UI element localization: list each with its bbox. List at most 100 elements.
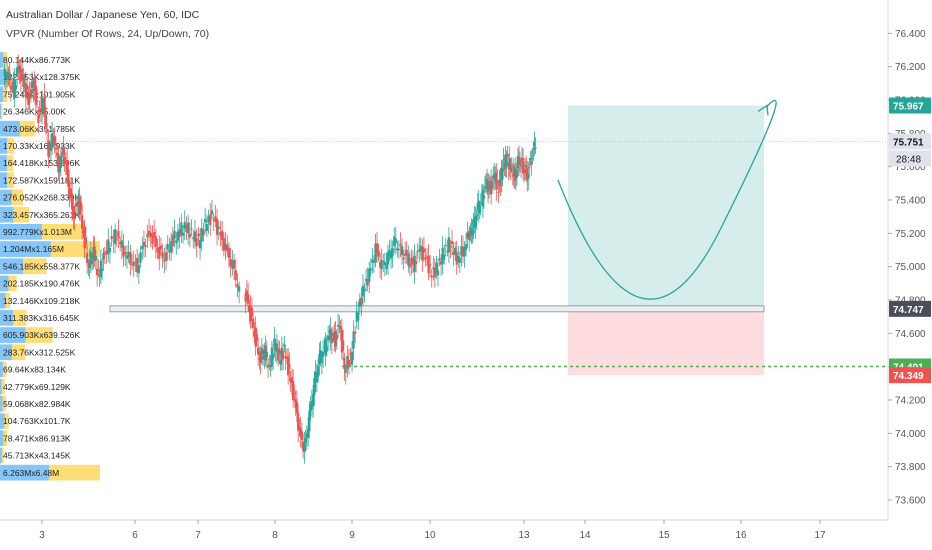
- candle-body: [92, 246, 95, 260]
- candle-body: [83, 227, 86, 248]
- volume-row-up: [0, 464, 50, 481]
- y-tick-label: 73.600: [895, 496, 926, 507]
- candle-body: [275, 343, 278, 353]
- volume-row-label: 605.903Kx639.526K: [3, 330, 80, 340]
- x-tick-label: 3: [39, 530, 45, 541]
- volume-row-label: 69.64Kx83.134K: [3, 365, 66, 375]
- volume-row-label: 546.185Kx558.377K: [3, 261, 80, 271]
- volume-row-up: [0, 224, 42, 240]
- volume-row-label: 992.779Kx1.013M: [3, 227, 72, 237]
- candle-body: [380, 260, 383, 270]
- candle-body: [352, 331, 355, 349]
- candle-body: [119, 242, 122, 245]
- candle-body: [413, 255, 416, 272]
- candle-body: [105, 250, 108, 255]
- candle-body: [419, 245, 422, 252]
- candle-body: [221, 230, 224, 240]
- entry-level-band: [109, 305, 765, 313]
- candle-body: [56, 152, 59, 156]
- candle-body: [323, 346, 326, 348]
- candle-body: [84, 237, 87, 244]
- candle-body: [325, 346, 328, 352]
- candle-body: [329, 328, 332, 340]
- candle-body: [42, 106, 45, 111]
- volume-row-up: [0, 138, 8, 154]
- volume-row-down: [3, 430, 7, 447]
- candle-body: [31, 80, 34, 88]
- profit-zone: [568, 105, 764, 309]
- candle-body: [250, 307, 253, 317]
- candle-body: [382, 260, 385, 262]
- candle-body: [436, 270, 440, 276]
- x-tick-label: 8: [272, 530, 278, 541]
- candle-body: [407, 253, 410, 265]
- candle-body: [147, 230, 151, 236]
- candle-body: [257, 347, 260, 355]
- candle-body: [166, 243, 169, 250]
- candle-body: [524, 169, 527, 174]
- candle-body: [310, 401, 313, 410]
- volume-row-up: [0, 327, 26, 343]
- candle-body: [153, 231, 156, 238]
- y-tick-label: 75.000: [895, 262, 926, 273]
- candle-body: [479, 203, 482, 205]
- candle-body: [463, 246, 466, 257]
- volume-row-up: [0, 310, 14, 326]
- candle-body: [193, 231, 197, 242]
- candle-body: [416, 251, 419, 253]
- volume-row-up: [0, 241, 51, 257]
- candle-body: [178, 229, 181, 237]
- candle-body: [69, 188, 72, 196]
- candle-body: [232, 260, 236, 269]
- candle-body: [502, 159, 505, 161]
- candle-body: [130, 263, 134, 265]
- candle-body: [86, 252, 89, 264]
- volume-row-down: [49, 464, 100, 481]
- candle-body: [369, 268, 372, 271]
- candle-body: [504, 154, 507, 168]
- candle-body: [505, 162, 508, 167]
- indicator-legend[interactable]: VPVR (Number Of Rows, 24, Up/Down, 70): [6, 28, 210, 40]
- candle-body: [363, 288, 366, 292]
- candle-body: [185, 225, 188, 232]
- candle-body: [117, 230, 120, 239]
- stop-price-badge: 74.349: [893, 371, 924, 382]
- candle-body: [258, 358, 261, 360]
- candle-body: [102, 253, 105, 260]
- volume-row-up: [0, 292, 6, 309]
- candle-body: [38, 110, 41, 113]
- volume-row-down: [7, 138, 15, 154]
- candle-body: [277, 351, 280, 361]
- candle-body: [529, 158, 532, 161]
- candle-body: [449, 245, 452, 248]
- candle-body: [328, 330, 331, 332]
- candle-body: [29, 89, 32, 98]
- candle-body: [483, 187, 487, 189]
- candle-body: [519, 165, 523, 167]
- volume-row-up: [0, 86, 4, 103]
- candle-body: [435, 262, 438, 273]
- candle-body: [393, 236, 396, 247]
- candle-body: [344, 369, 347, 373]
- candle-body: [371, 259, 374, 263]
- candle-body: [259, 351, 262, 363]
- volume-row-down: [41, 224, 85, 240]
- x-tick-label: 9: [349, 530, 355, 541]
- candle-body: [430, 275, 433, 278]
- candle-body: [303, 443, 306, 453]
- candle-body: [107, 239, 110, 255]
- candle-body: [33, 78, 36, 90]
- candle-body: [91, 259, 94, 265]
- candle-body: [450, 241, 454, 245]
- candle-body: [224, 243, 227, 250]
- candle-body: [22, 74, 25, 88]
- volume-row-down: [1, 103, 3, 120]
- volume-row-down: [3, 52, 8, 68]
- candle-body: [217, 226, 220, 229]
- candle-body: [187, 222, 190, 234]
- candle-body: [252, 318, 255, 329]
- candle-body: [8, 72, 11, 80]
- candle-body: [298, 426, 301, 429]
- candle-body: [16, 67, 19, 76]
